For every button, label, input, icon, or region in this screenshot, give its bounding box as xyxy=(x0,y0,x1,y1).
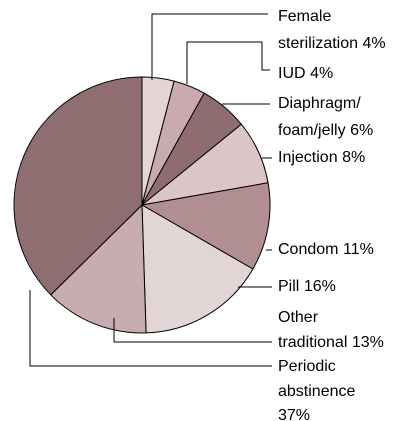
pie-slice xyxy=(140,182,271,270)
leader-line xyxy=(186,41,270,84)
slice-label: Pill xyxy=(278,278,299,295)
value-label: 16% xyxy=(304,278,336,295)
value-label: 37% xyxy=(278,407,310,421)
label-line: abstinence xyxy=(278,383,355,400)
value-label: 4% xyxy=(310,65,333,82)
label-line: Other xyxy=(278,309,322,326)
slice-label: Injection xyxy=(278,149,338,166)
value-label: 4% xyxy=(363,35,386,52)
pie-slice xyxy=(13,76,143,296)
slice-label: Periodic abstinence xyxy=(278,358,355,400)
value-label: 6% xyxy=(350,122,373,139)
label-line: foam/jelly xyxy=(278,122,346,139)
leader-line xyxy=(151,13,268,80)
label-line: Injection xyxy=(278,149,338,166)
label-line: traditional xyxy=(278,334,347,351)
slice-label: Diaphragm/foam/jelly xyxy=(278,95,361,139)
value-label: 13% xyxy=(352,334,384,351)
label-line: Condom xyxy=(278,241,338,258)
slice-label: IUD xyxy=(278,65,306,82)
label-line: Pill xyxy=(278,278,299,295)
slice-label: Condom xyxy=(278,241,338,258)
value-label: 8% xyxy=(342,149,365,166)
label-line: sterilization xyxy=(278,35,358,52)
label-line: Diaphragm/ xyxy=(278,95,361,112)
slice-label: Female sterilization xyxy=(278,8,358,52)
label-line: Periodic xyxy=(278,358,340,375)
pie-slice xyxy=(141,204,254,334)
label-line: IUD xyxy=(278,65,306,82)
leader-line xyxy=(29,290,272,367)
label-line: Female xyxy=(278,8,336,25)
pie-slice xyxy=(50,203,147,334)
slice-label: Other traditional xyxy=(278,309,347,351)
leader-line xyxy=(113,318,272,343)
value-label: 11% xyxy=(343,241,374,258)
